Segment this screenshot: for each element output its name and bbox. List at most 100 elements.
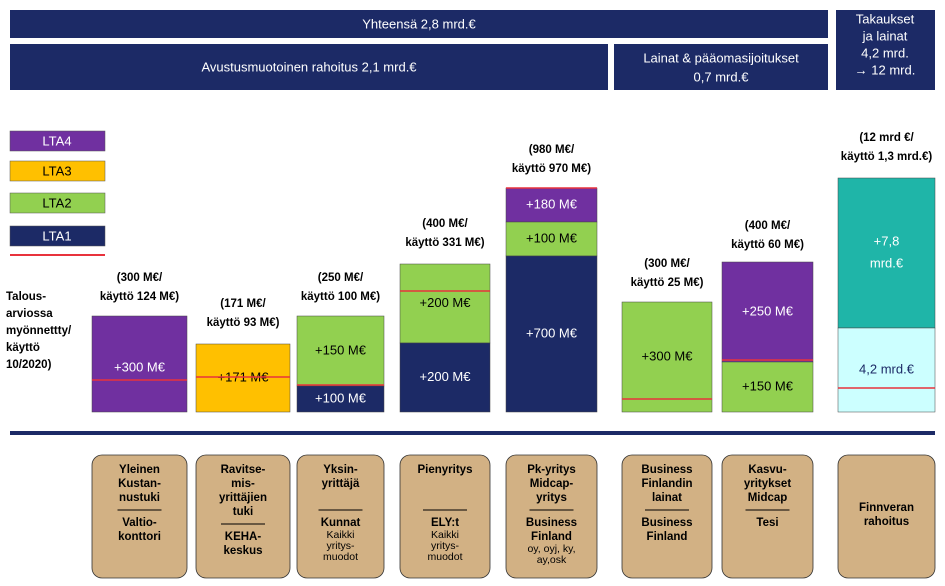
funding-block	[399, 263, 491, 344]
legend-swatch	[9, 225, 106, 247]
legend-label: LTA2	[42, 195, 71, 210]
legend-label: LTA3	[42, 163, 71, 178]
header-bar	[836, 10, 935, 90]
box-org: Business	[526, 517, 577, 529]
box-title: Kustan-	[118, 478, 161, 490]
column-header: käyttö 331 M€)	[405, 237, 484, 249]
column-header: käyttö 100 M€)	[301, 291, 380, 303]
column-header: käyttö 1,3 mrd.€)	[841, 151, 933, 163]
block-label: +200 M€	[420, 295, 472, 310]
box-org: keskus	[223, 545, 262, 557]
block-label: +250 M€	[742, 303, 794, 318]
funding-block	[296, 385, 385, 413]
side-label: käyttö	[6, 342, 40, 354]
box-title: Finnveran	[859, 502, 914, 514]
block-label: mrd.€	[870, 255, 904, 270]
box-title: yritys	[536, 492, 567, 504]
header-text: Yhteensä 2,8 mrd.€	[362, 16, 476, 31]
box-note: yritys-	[327, 540, 355, 552]
funding-block	[621, 301, 713, 413]
header-text: Avustusmuotoinen rahoitus 2,1 mrd.€	[201, 59, 417, 74]
box-note: muodot	[323, 551, 358, 563]
header-text: Takaukset	[856, 11, 915, 26]
header-text: 0,7 mrd.€	[694, 69, 750, 84]
block-label: +200 M€	[420, 369, 472, 384]
box-title: Kasvu-	[748, 464, 787, 476]
column-header: käyttö 25 M€)	[631, 277, 704, 289]
legend-swatch	[9, 192, 106, 214]
column-header: (300 M€/	[644, 258, 690, 270]
block-label: +100 M€	[315, 390, 367, 405]
header-bar	[614, 44, 828, 90]
block-label: 4,2 mrd.€	[859, 361, 915, 376]
box-org: Business	[641, 517, 692, 529]
header-text: 4,2 mrd.	[861, 45, 909, 60]
legend-swatch	[9, 130, 106, 152]
org-box	[721, 454, 814, 579]
column-header: (400 M€/	[745, 220, 791, 232]
header-bar	[10, 44, 608, 90]
box-title: rahoitus	[864, 516, 909, 528]
box-org: Valtio-	[122, 517, 157, 529]
header-text: ja lainat	[862, 28, 908, 43]
funding-block	[721, 361, 814, 413]
column-header: (12 mrd €/	[859, 132, 914, 144]
box-org: Tesi	[756, 517, 778, 529]
block-label: +300 M€	[642, 348, 694, 363]
box-title: mis-	[231, 478, 255, 490]
org-box	[399, 454, 491, 579]
org-box	[91, 454, 188, 579]
box-note: ay,osk	[537, 554, 567, 566]
box-title: yrittäjien	[219, 492, 267, 504]
box-title: Yksin-	[323, 464, 358, 476]
box-note: yritys-	[431, 540, 459, 552]
box-org: konttori	[118, 531, 161, 543]
legend-swatch	[9, 160, 106, 182]
funding-block	[195, 343, 291, 413]
side-label: arviossa	[6, 308, 53, 320]
box-org: KEHA-	[225, 531, 262, 543]
org-box	[621, 454, 713, 579]
column-header: (980 M€/	[529, 144, 575, 156]
header-text: Lainat & pääomasijoitukset	[643, 50, 799, 65]
block-label: +180 M€	[526, 196, 578, 211]
side-label: 10/2020)	[6, 359, 52, 371]
block-label: +7,8	[874, 233, 900, 248]
column-header: käyttö 60 M€)	[731, 239, 804, 251]
box-title: yrittäjä	[322, 478, 360, 490]
box-title: tuki	[233, 506, 253, 518]
org-box	[296, 454, 385, 579]
funding-block	[837, 177, 936, 329]
box-note: muodot	[427, 551, 462, 563]
header-bar	[10, 10, 828, 38]
side-label: Talous-	[6, 291, 46, 303]
box-title: Pk-yritys	[527, 464, 576, 476]
box-note: Kaikki	[431, 529, 459, 541]
column-header: (400 M€/	[422, 218, 468, 230]
org-box	[195, 454, 291, 579]
box-title: Finlandin	[641, 478, 692, 490]
funding-block	[505, 221, 598, 257]
column-header: käyttö 124 M€)	[100, 291, 179, 303]
box-note: oy, oyj, ky,	[527, 543, 575, 555]
org-box	[505, 454, 598, 579]
box-title: Yleinen	[119, 464, 160, 476]
column-header: käyttö 970 M€)	[512, 163, 591, 175]
funding-block	[296, 315, 385, 387]
block-label: +100 M€	[526, 230, 578, 245]
box-title: Ravitse-	[221, 464, 266, 476]
funding-block	[91, 315, 188, 413]
column-header: (300 M€/	[117, 272, 163, 284]
funding-block	[721, 261, 814, 363]
column-header: (171 M€/	[220, 298, 266, 310]
block-label: +150 M€	[315, 342, 367, 357]
box-title: nustuki	[119, 492, 160, 504]
box-title: lainat	[652, 492, 682, 504]
box-title: yritykset	[744, 478, 791, 490]
box-title: Business	[641, 464, 692, 476]
box-title: Midcap-	[530, 478, 574, 490]
box-title: Pienyritys	[418, 464, 473, 476]
box-org: ELY:t	[431, 517, 459, 529]
box-title: Midcap	[748, 492, 788, 504]
